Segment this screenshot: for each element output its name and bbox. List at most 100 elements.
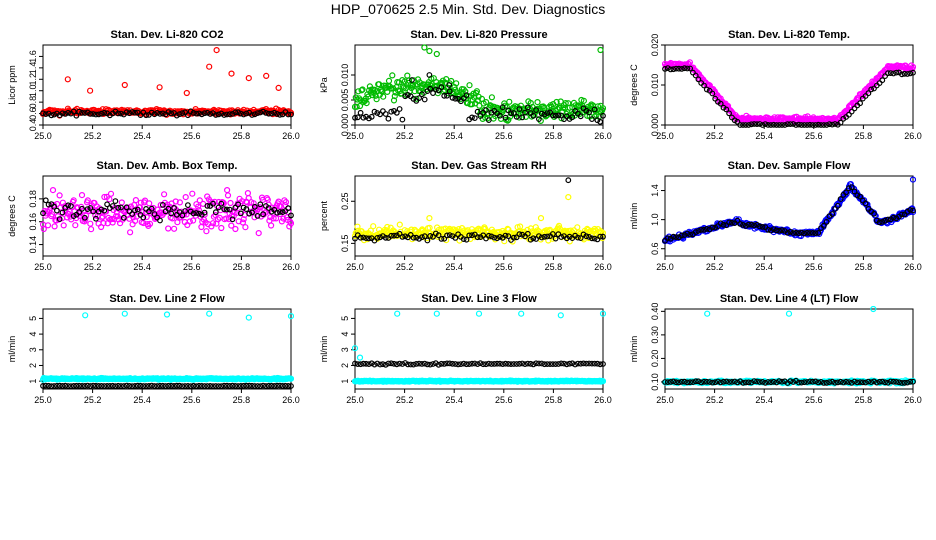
reference-point <box>899 71 905 78</box>
data-point <box>172 198 179 205</box>
reference-point <box>748 379 755 386</box>
y-axis-label: ml/min <box>629 336 639 363</box>
reference-point <box>745 122 752 128</box>
data-point <box>227 199 234 207</box>
data-point <box>232 225 239 233</box>
x-tick-label: 25.6 <box>183 131 201 141</box>
reference-point <box>516 231 523 238</box>
reference-point <box>801 379 808 386</box>
reference-point <box>826 121 833 128</box>
reference-point <box>865 90 872 97</box>
reference-point <box>474 234 481 241</box>
data-point <box>380 93 387 100</box>
reference-point <box>377 361 384 368</box>
reference-point <box>552 235 559 242</box>
reference-point <box>260 382 267 389</box>
reference-point <box>159 382 166 389</box>
reference-point <box>770 378 777 385</box>
reference-point <box>204 202 211 209</box>
reference-point <box>249 382 255 389</box>
reference-point <box>547 361 553 368</box>
reference-point <box>586 109 592 116</box>
reference-point <box>223 382 230 389</box>
reference-point <box>684 230 691 237</box>
data-point <box>56 192 63 199</box>
reference-point <box>513 234 520 241</box>
reference-point <box>466 232 473 239</box>
x-tick-label: 25.0 <box>34 395 52 405</box>
reference-point <box>279 383 286 389</box>
reference-point <box>223 111 230 118</box>
data-point <box>99 213 106 220</box>
reference-point <box>145 383 152 389</box>
reference-point <box>399 361 406 367</box>
y-tick-label: 0.4 <box>28 119 38 132</box>
reference-point <box>809 229 816 236</box>
y-tick-label: 1 <box>340 379 350 384</box>
reference-point <box>678 65 685 72</box>
reference-point <box>876 219 883 226</box>
reference-point <box>695 76 702 83</box>
data-point <box>87 220 94 227</box>
reference-point <box>474 361 481 368</box>
data-point <box>224 187 231 194</box>
reference-point <box>594 360 601 367</box>
reference-point <box>184 112 191 119</box>
reference-point <box>575 360 581 367</box>
reference-point <box>79 109 85 116</box>
data-point <box>51 223 58 230</box>
reference-point <box>790 379 797 385</box>
reference-point <box>352 235 358 242</box>
reference-point <box>385 360 392 367</box>
reference-point <box>45 382 52 389</box>
reference-point <box>76 209 83 216</box>
reference-point <box>271 383 278 389</box>
y-tick-label: 0.010 <box>340 64 350 87</box>
reference-point <box>65 109 71 116</box>
reference-point <box>176 209 183 216</box>
reference-point <box>285 111 292 118</box>
reference-point <box>776 378 783 385</box>
reference-point <box>670 66 677 73</box>
data-point <box>190 217 197 224</box>
y-axis-label: ml/min <box>319 336 329 363</box>
reference-point <box>848 184 855 191</box>
reference-point <box>215 383 222 390</box>
data-points <box>662 306 916 387</box>
reference-point <box>441 361 448 367</box>
data-point <box>265 201 272 208</box>
reference-point <box>726 110 732 117</box>
reference-point <box>768 379 774 386</box>
data-point <box>421 44 428 51</box>
reference-point <box>801 230 808 237</box>
reference-point <box>243 206 250 213</box>
y-tick-label: 0.16 <box>28 213 38 231</box>
y-axis-label: degrees C <box>7 195 17 237</box>
panel-title: Stan. Dev. Amb. Box Temp. <box>97 160 238 172</box>
data-point <box>483 98 490 106</box>
data-point <box>599 378 606 385</box>
data-point <box>287 109 294 116</box>
reference-point <box>81 110 88 116</box>
reference-point <box>522 361 528 368</box>
x-tick-label: 25.8 <box>233 131 251 141</box>
reference-point <box>807 378 813 385</box>
data-point <box>214 216 222 223</box>
reference-point <box>374 360 381 367</box>
reference-point <box>563 361 570 368</box>
reference-point <box>488 233 495 240</box>
data-point <box>518 310 525 317</box>
data-point <box>421 228 428 236</box>
reference-point <box>751 378 758 385</box>
reference-point <box>235 383 242 389</box>
reference-point <box>285 383 292 389</box>
x-tick-label: 25.8 <box>855 262 873 272</box>
reference-point <box>366 235 372 242</box>
data-point <box>282 199 290 206</box>
data-point <box>143 213 150 221</box>
data-point <box>426 47 433 55</box>
reference-point <box>76 108 83 115</box>
reference-point <box>765 121 771 128</box>
data-point <box>426 215 433 222</box>
reference-point <box>885 379 891 386</box>
